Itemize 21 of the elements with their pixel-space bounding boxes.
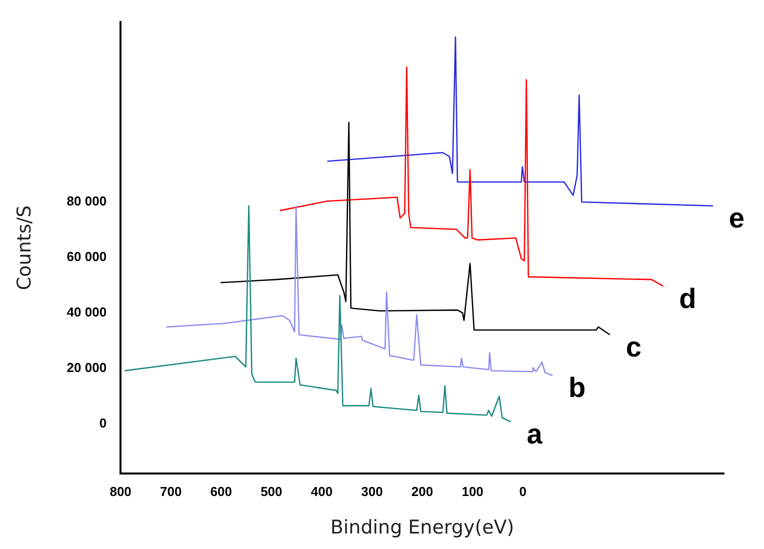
x-tick-label: 100: [462, 484, 484, 499]
series-label: e: [728, 202, 745, 234]
x-tick-label: 300: [361, 484, 383, 499]
x-tick-label: 800: [110, 484, 132, 499]
y-tick-label: 60 000: [66, 248, 107, 264]
series-label: b: [568, 372, 586, 404]
y-tick-label: 80 000: [66, 194, 107, 209]
series-label: a: [526, 418, 543, 450]
x-tick-label: 500: [260, 484, 282, 499]
y-tick-label: 20 000: [66, 360, 107, 375]
y-tick-label: 0: [99, 415, 107, 430]
x-tick-label: 0: [519, 484, 526, 499]
y-tick-label: 40 000: [66, 304, 107, 320]
x-tick-label: 200: [411, 484, 434, 499]
x-tick-label: 600: [210, 484, 232, 499]
x-axis-title: Binding Energy(eV): [330, 516, 514, 539]
series-label: c: [626, 331, 642, 362]
series-label: d: [679, 282, 696, 314]
y-axis-title: Counts/S: [13, 205, 36, 290]
x-tick-label: 700: [160, 484, 182, 499]
x-tick-label: 400: [310, 484, 333, 499]
